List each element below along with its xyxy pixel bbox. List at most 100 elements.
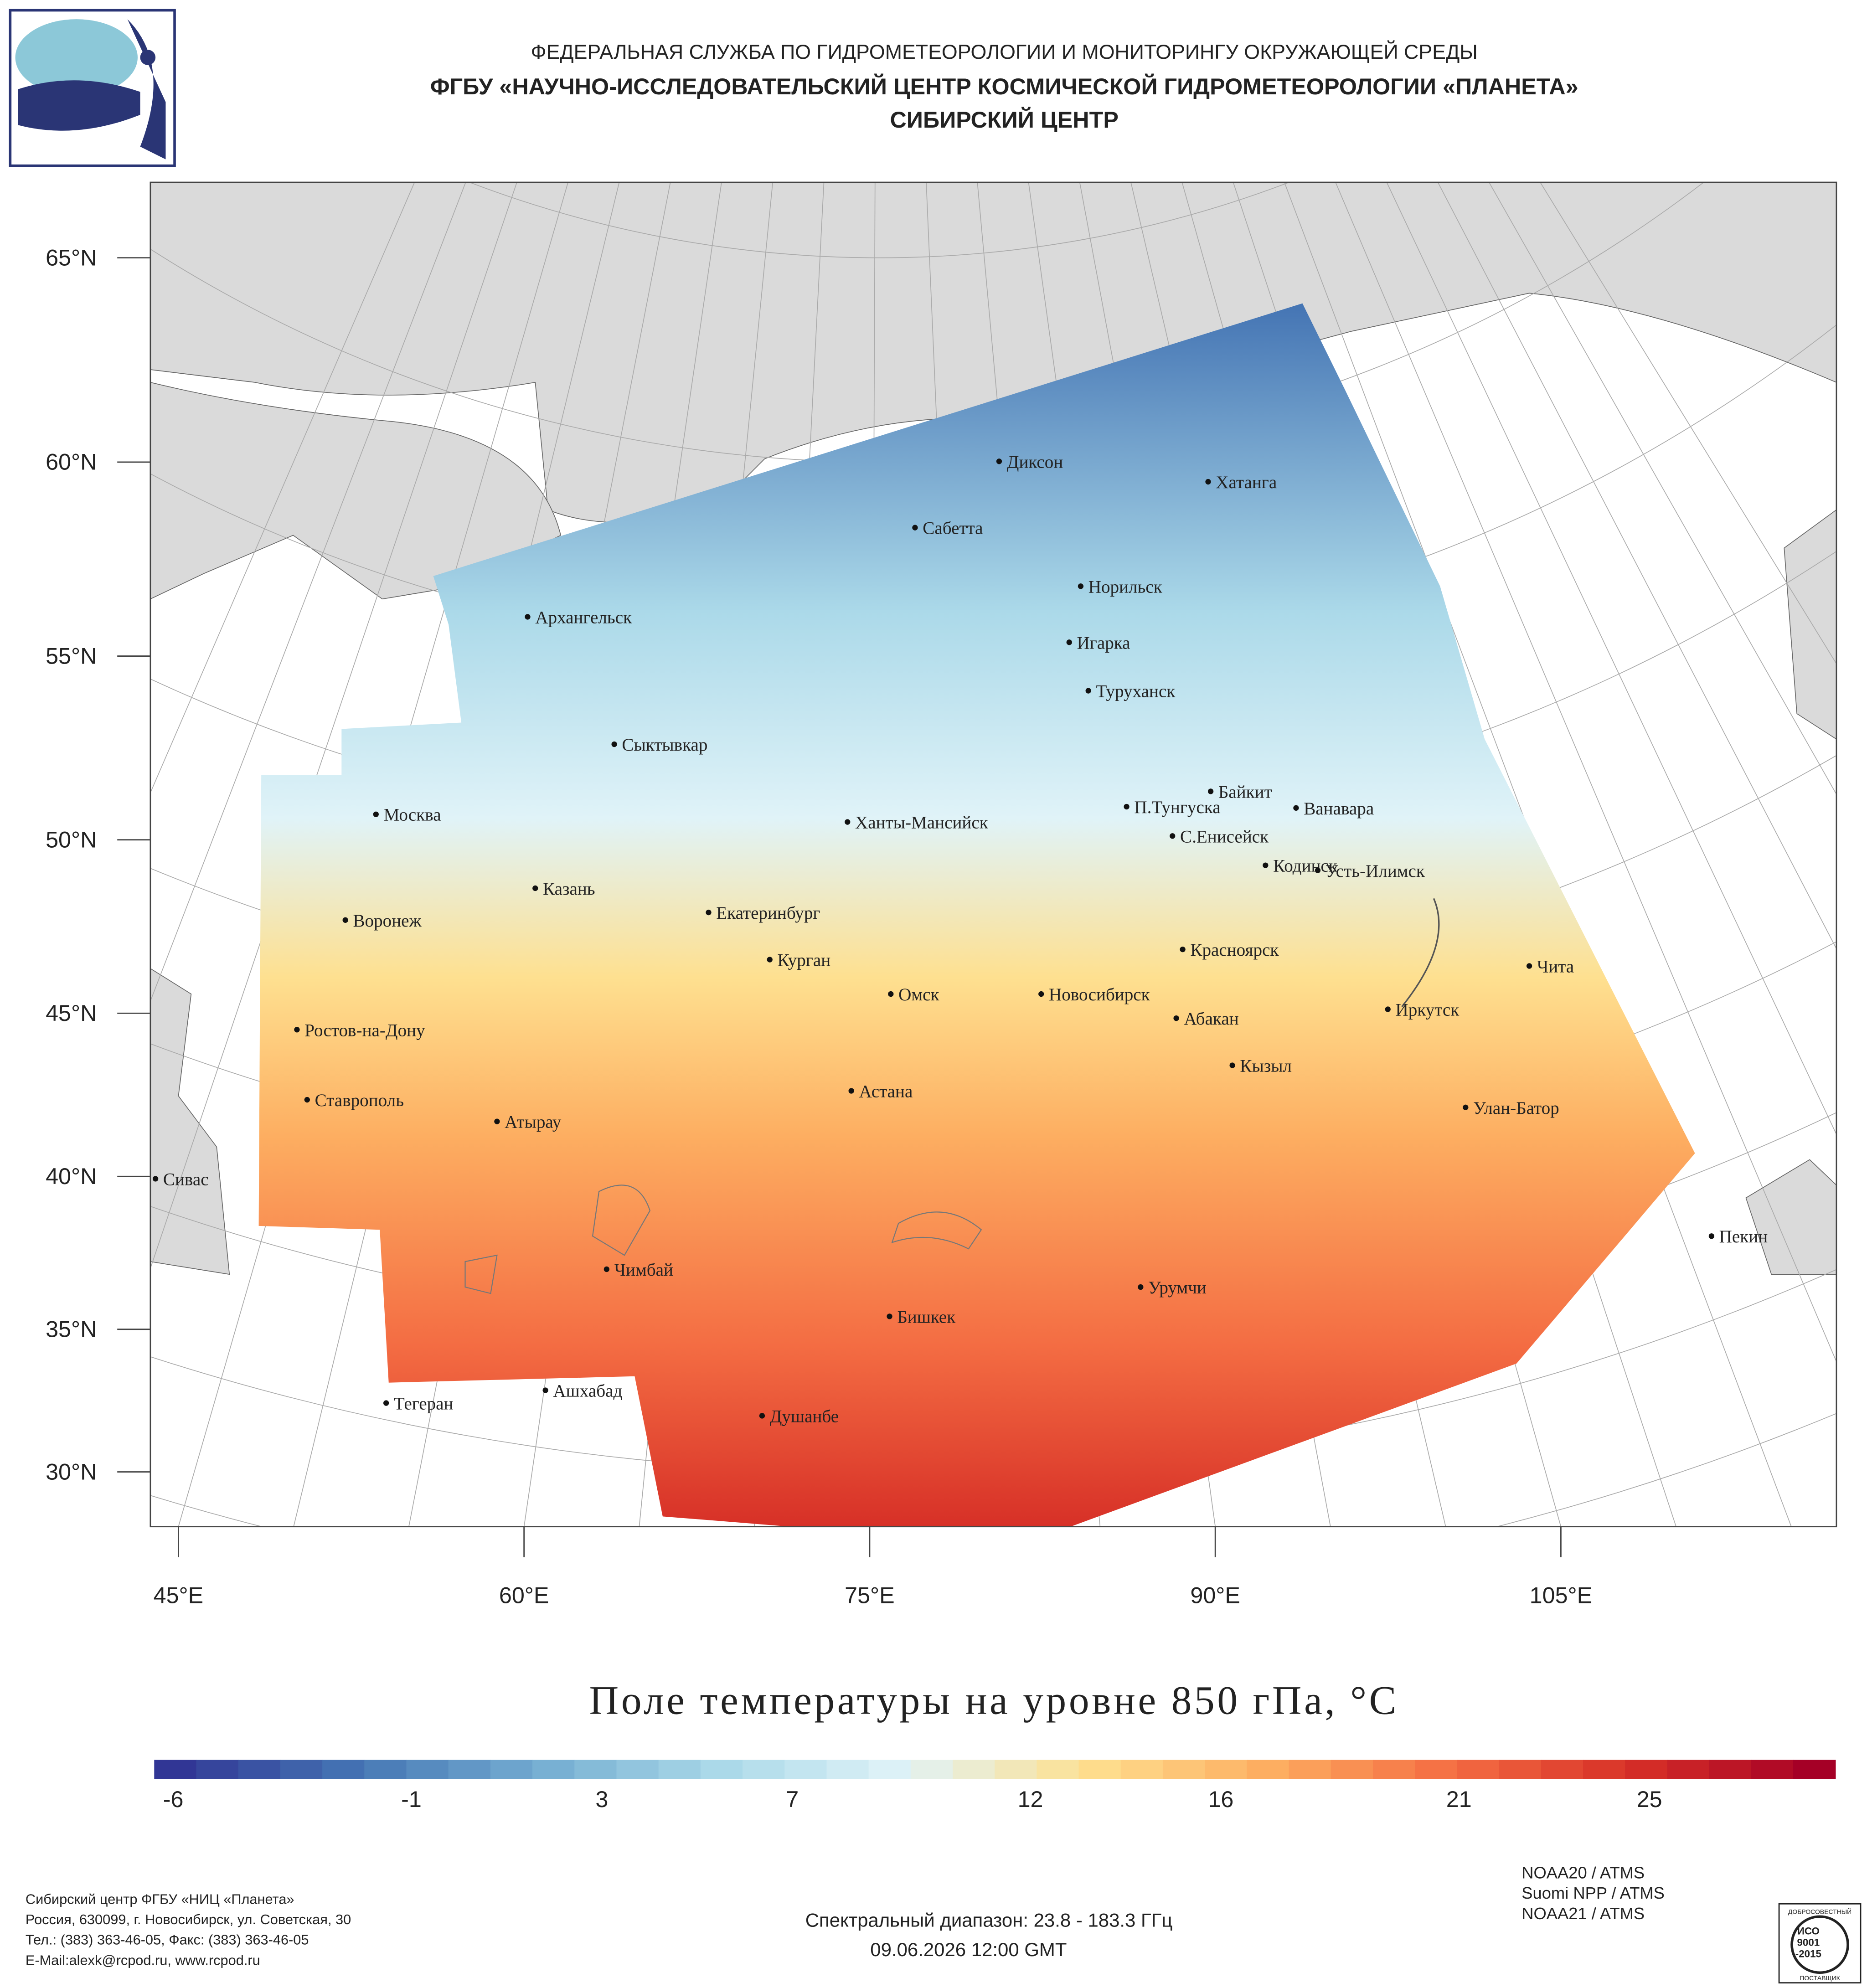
city-label: Улан-Батор xyxy=(1473,1098,1559,1118)
coastline xyxy=(1401,898,1440,1008)
instrument: NOAA20 / ATMS xyxy=(1521,1863,1645,1882)
city-label: С.Енисейск xyxy=(1180,827,1269,846)
colorbar-tick-label: 3 xyxy=(595,1786,608,1812)
meridian xyxy=(150,182,517,1270)
meridian xyxy=(1540,182,1836,664)
colorbar-step xyxy=(154,1760,197,1779)
colorbar-step xyxy=(1457,1760,1500,1779)
lat-tick-label: 45°N xyxy=(46,1000,97,1026)
land xyxy=(150,968,230,1275)
iso-badge xyxy=(1790,1915,1849,1974)
city-label: Сивас xyxy=(163,1169,209,1189)
city-dot xyxy=(1085,688,1091,694)
city-dot xyxy=(304,1097,310,1103)
city-dot xyxy=(152,1176,159,1182)
header-line: СИБИРСКИЙ ЦЕНТР xyxy=(890,107,1118,133)
city-label: Ханты-Мансийск xyxy=(855,813,989,833)
colorbar-step xyxy=(1120,1760,1164,1779)
meridian xyxy=(1437,182,1836,950)
colorbar-step xyxy=(1372,1760,1416,1779)
colorbar-step xyxy=(532,1760,575,1779)
colorbar-step xyxy=(1037,1760,1079,1779)
address-line: Сибирский центр ФГБУ «НИЦ «Планета» xyxy=(26,1891,294,1907)
cities: Диксон Хатанга Сабетта Норильск Архангельск И… xyxy=(152,452,1768,1426)
city-label: Бишкек xyxy=(897,1307,956,1327)
badge-text: ДОБРОСОВЕСТНЫЙ xyxy=(1788,1908,1852,1916)
colorbar-step xyxy=(1499,1760,1542,1779)
meridian xyxy=(1488,182,1836,795)
city-label: Кодинск xyxy=(1273,856,1338,876)
city-dot xyxy=(888,991,894,997)
city-dot xyxy=(848,1088,854,1094)
city-label: Екатеринбург xyxy=(716,903,820,923)
city-label: Чита xyxy=(1537,957,1574,976)
city-dot xyxy=(1263,862,1269,868)
colorbar-step xyxy=(995,1760,1037,1779)
city-dot xyxy=(1229,1062,1235,1068)
colorbar-step xyxy=(784,1760,827,1779)
lat-tick-label: 30°N xyxy=(46,1458,97,1484)
city-dot xyxy=(1315,867,1321,873)
colorbar-step xyxy=(658,1760,701,1779)
city-label: Диксон xyxy=(1007,452,1063,472)
colorbar: -6 -1 3 7 12 16 21 25 xyxy=(154,1760,1836,1812)
city-label: Байкит xyxy=(1218,782,1272,802)
colorbar-step xyxy=(322,1760,365,1779)
city-dot xyxy=(342,917,348,923)
city-dot xyxy=(1708,1233,1715,1239)
colorbar-step xyxy=(1162,1760,1206,1779)
header-line: ФЕДЕРАЛЬНАЯ СЛУЖБА ПО ГИДРОМЕТЕОРОЛОГИИ … xyxy=(531,40,1477,63)
map-frame xyxy=(150,181,1837,1528)
colorbar-title: Поле температуры на уровне 850 гПа, °C xyxy=(589,1678,1399,1723)
lon-tick-label: 75°E xyxy=(845,1582,895,1608)
city-dot xyxy=(494,1118,500,1124)
colorbar-step xyxy=(490,1760,533,1779)
address-line: Тел.: (383) 363-46-05, Факс: (383) 363-4… xyxy=(26,1932,309,1948)
city-label: Казань xyxy=(543,879,595,899)
city-dot xyxy=(1138,1284,1144,1290)
colorbar-tick-label: 7 xyxy=(786,1786,799,1812)
lon-tick-label: 90°E xyxy=(1190,1582,1240,1608)
address-line: E-Mail:alexk@rcpod.ru, www.rcpod.ru xyxy=(26,1952,260,1968)
lon-tick-label: 105°E xyxy=(1530,1582,1593,1608)
city-label: Душанбе xyxy=(770,1406,839,1426)
city-dot xyxy=(845,819,851,825)
city-dot xyxy=(1205,479,1211,485)
meridian xyxy=(1386,182,1836,1135)
city-label: Чимбай xyxy=(614,1260,673,1280)
colorbar-tick-label: -1 xyxy=(401,1786,422,1812)
lat-tick-label: 65°N xyxy=(46,244,97,270)
city-label: Воронеж xyxy=(353,911,422,931)
city-label: Игарка xyxy=(1077,633,1130,653)
colorbar-step xyxy=(1205,1760,1248,1779)
city-label: Ашхабад xyxy=(553,1381,622,1401)
colorbar-tick-label: 16 xyxy=(1208,1786,1233,1812)
colorbar-step xyxy=(826,1760,870,1779)
city-dot xyxy=(294,1027,300,1033)
colorbar-step xyxy=(196,1760,239,1779)
datetime: 09.06.2026 12:00 GMT xyxy=(870,1939,1067,1960)
city-dot xyxy=(1173,1015,1179,1021)
colorbar-step xyxy=(616,1760,660,1779)
badge-text: 9001 xyxy=(1797,1937,1820,1948)
lat-tick-label: 35°N xyxy=(46,1316,97,1342)
colorbar-step xyxy=(1709,1760,1752,1779)
colorbar-tick-label: 21 xyxy=(1446,1786,1472,1812)
city-dot xyxy=(373,811,379,817)
city-dot xyxy=(1038,991,1044,997)
city-label: Кызыл xyxy=(1240,1056,1292,1076)
lat-tick-label: 40°N xyxy=(46,1163,97,1189)
colorbar-step xyxy=(448,1760,491,1779)
colorbar-step xyxy=(700,1760,743,1779)
city-dot xyxy=(1526,963,1532,969)
footer: Сибирский центр ФГБУ «НИЦ «Планета» Росс… xyxy=(26,1863,1862,1984)
spectral-range: Спектральный диапазон: 23.8 - 183.3 ГГц xyxy=(805,1910,1173,1931)
badge-text: ПОСТАВЩИК xyxy=(1800,1974,1840,1982)
axis-ticks: 65°N 60°N 55°N 50°N 45°N 40°N 35°N 30°N 45°E 60°E… xyxy=(46,244,1592,1608)
city-dot xyxy=(1170,833,1176,839)
city-label: Сыктывкар xyxy=(622,735,707,755)
colorbar-step xyxy=(868,1760,912,1779)
